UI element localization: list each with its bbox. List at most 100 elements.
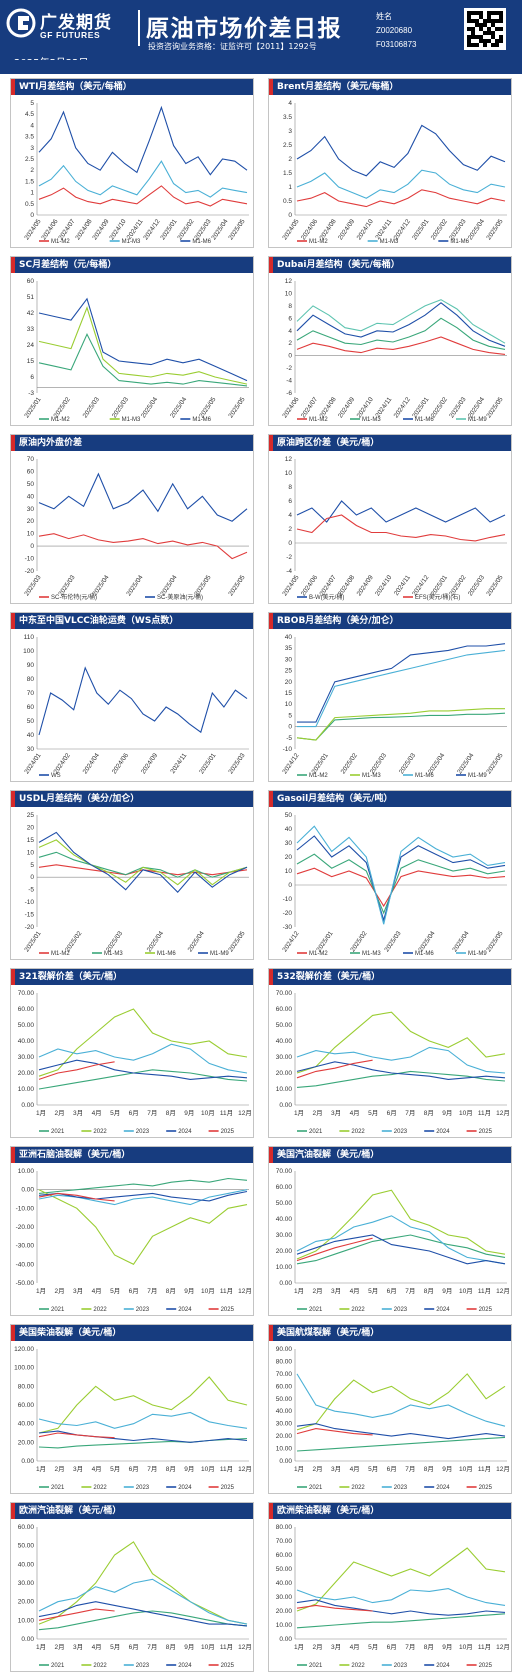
x-tick-label: 2024/07	[300, 396, 319, 420]
x-tick-label: 2025/04	[146, 930, 165, 954]
chart-panel: RBOB月差结构（美分/加仑） 40 35 30 25 20 15 10 5 0 -5 -10 2024…	[268, 612, 512, 782]
x-tick-label: 2025/05	[485, 218, 504, 242]
x-tick-label: 2025/01	[23, 396, 42, 420]
x-tick-label: 2025/03	[105, 930, 124, 954]
x-tick-label: 2025/04	[140, 396, 159, 420]
x-tick-label: 8月	[424, 1643, 434, 1651]
series-line-M1-M6	[296, 302, 506, 347]
series-line-2025	[38, 1608, 115, 1621]
y-tick-label: 0	[30, 874, 34, 881]
legend-label: 2021	[309, 1485, 323, 1491]
y-tick-label: 6	[288, 315, 292, 322]
line-chart: 70.0060.0050.0040.0030.0020.0010.000.001…	[18, 990, 252, 1135]
chart-title: 原油跨区价差（美元/桶）	[269, 435, 511, 451]
chart-title: 中东至中国VLCC油轮运费（WS点数）	[11, 613, 253, 629]
x-tick-label: 11月	[220, 1287, 233, 1295]
y-tick-label: 4.5	[25, 111, 34, 118]
x-tick-label: 2025/05	[485, 396, 504, 420]
series-line-2023	[296, 1046, 506, 1074]
x-tick-label: 2024/08	[319, 396, 338, 420]
legend-label: 2024	[178, 1307, 192, 1313]
y-tick-label: 60.00	[276, 1383, 293, 1390]
x-tick-label: 5月	[110, 1109, 120, 1117]
x-tick-label: 11月	[220, 1643, 233, 1651]
legend-label: EFS(美元/桶)(右)	[415, 593, 460, 601]
x-tick-label: 2025/04	[467, 218, 486, 242]
y-tick-label: 10	[285, 701, 293, 708]
chart-title: 321裂解价差（美元/桶）	[11, 969, 253, 985]
x-tick-label: 2025/03	[23, 574, 42, 598]
chart-panel: 532裂解价差（美元/桶） 70.00 60.00 50.00 40.00 30.00 20…	[268, 968, 512, 1138]
x-tick-label: 2025/04	[91, 574, 110, 598]
y-tick-label: 0.00	[279, 1458, 292, 1465]
legend-label: 2022	[351, 1307, 365, 1313]
x-tick-label: 3月	[331, 1643, 341, 1651]
x-tick-label: 4月	[350, 1643, 360, 1651]
y-tick-label: 42	[27, 310, 35, 317]
legend-label: M1-M3	[362, 951, 381, 957]
y-tick-label: 12	[285, 278, 293, 285]
line-chart: 80.00 70.00 60.00 50.00 40.00 30.00 20.00 10.00…	[276, 1524, 510, 1669]
y-tick-label: 10.00	[276, 1622, 293, 1629]
y-tick-label: 20.00	[276, 1070, 293, 1077]
x-tick-label: 2025/04	[427, 752, 446, 776]
series-line-M1-M9	[297, 643, 506, 723]
y-tick-label: 35	[285, 645, 293, 652]
x-tick-label: 11月	[478, 1109, 491, 1117]
x-tick-label: 4月	[350, 1109, 360, 1117]
y-tick-label: 110	[24, 634, 35, 641]
x-tick-label: 2025/01	[23, 930, 42, 954]
license-text: 投资咨询业务资格：证监许可【2011】1292号	[148, 42, 317, 51]
legend-label: 2023	[136, 1129, 150, 1135]
y-tick-label: 40.00	[18, 1038, 35, 1045]
x-tick-label: 10月	[201, 1109, 215, 1117]
x-tick-label: 9月	[184, 1287, 194, 1295]
y-tick-label: -4	[286, 378, 292, 385]
x-tick-label: 3月	[73, 1643, 83, 1651]
x-tick-label: 6月	[129, 1109, 139, 1117]
series-line-2025	[38, 1432, 115, 1439]
legend-label: M1-M6	[157, 951, 176, 957]
legend-label: M1-M2	[309, 417, 328, 423]
y-tick-label: 60.00	[276, 1552, 293, 1559]
report-title: 原油市场价差日报	[146, 16, 342, 42]
y-tick-label: 20.00	[18, 1070, 35, 1077]
series-line-M1-M3	[38, 851, 248, 878]
line-chart: 70.0060.0050.0040.0030.0020.0010.000.001…	[276, 1168, 510, 1313]
y-tick-label: -3	[28, 390, 34, 397]
legend-label: 2025	[221, 1129, 235, 1135]
series-line-2022	[296, 1011, 506, 1074]
legend-label: M1-M9	[468, 773, 487, 779]
y-tick-label: 40.00	[276, 1038, 293, 1045]
y-tick-label: -30.00	[16, 1243, 35, 1250]
series-line-2021	[38, 1177, 248, 1194]
y-tick-label: 5	[30, 100, 34, 107]
legend-label: M1-M6	[415, 773, 434, 779]
x-tick-label: 2025/02	[448, 574, 467, 598]
y-tick-label: 70	[27, 690, 35, 697]
x-tick-label: 2024/12	[393, 218, 412, 242]
series-line-2022	[296, 1373, 506, 1431]
x-tick-label: 8月	[166, 1109, 176, 1117]
series-line-SC-布伦特(元/桶)	[38, 533, 248, 560]
y-tick-label: 2.5	[283, 142, 292, 149]
chart-panel: Dubai月差结构（美元/每桶） 12 10 8 6 4 2 0 -2 -4 -6 2024/06 20…	[268, 256, 512, 426]
series-line-2025	[296, 1428, 373, 1436]
x-tick-label: 11月	[478, 1643, 491, 1651]
y-tick-label: 60.00	[276, 1184, 293, 1191]
x-tick-label: 4月	[92, 1465, 102, 1473]
x-tick-label: 6月	[387, 1287, 397, 1295]
x-tick-label: 2024/10	[356, 396, 375, 420]
y-tick-label: -10	[25, 556, 35, 563]
y-tick-label: 5	[288, 712, 292, 719]
x-tick-label: 12月	[238, 1643, 252, 1651]
y-tick-label: -6	[286, 390, 292, 397]
chart-title: Brent月差结构（美元/每桶）	[269, 79, 511, 95]
x-tick-label: 2024/07	[319, 574, 338, 598]
x-tick-label: 2025/02	[430, 396, 449, 420]
x-tick-label: 2024/11	[374, 396, 393, 419]
x-tick-label: 7月	[147, 1465, 157, 1473]
analyst-id-1: Z0020680	[376, 26, 413, 35]
